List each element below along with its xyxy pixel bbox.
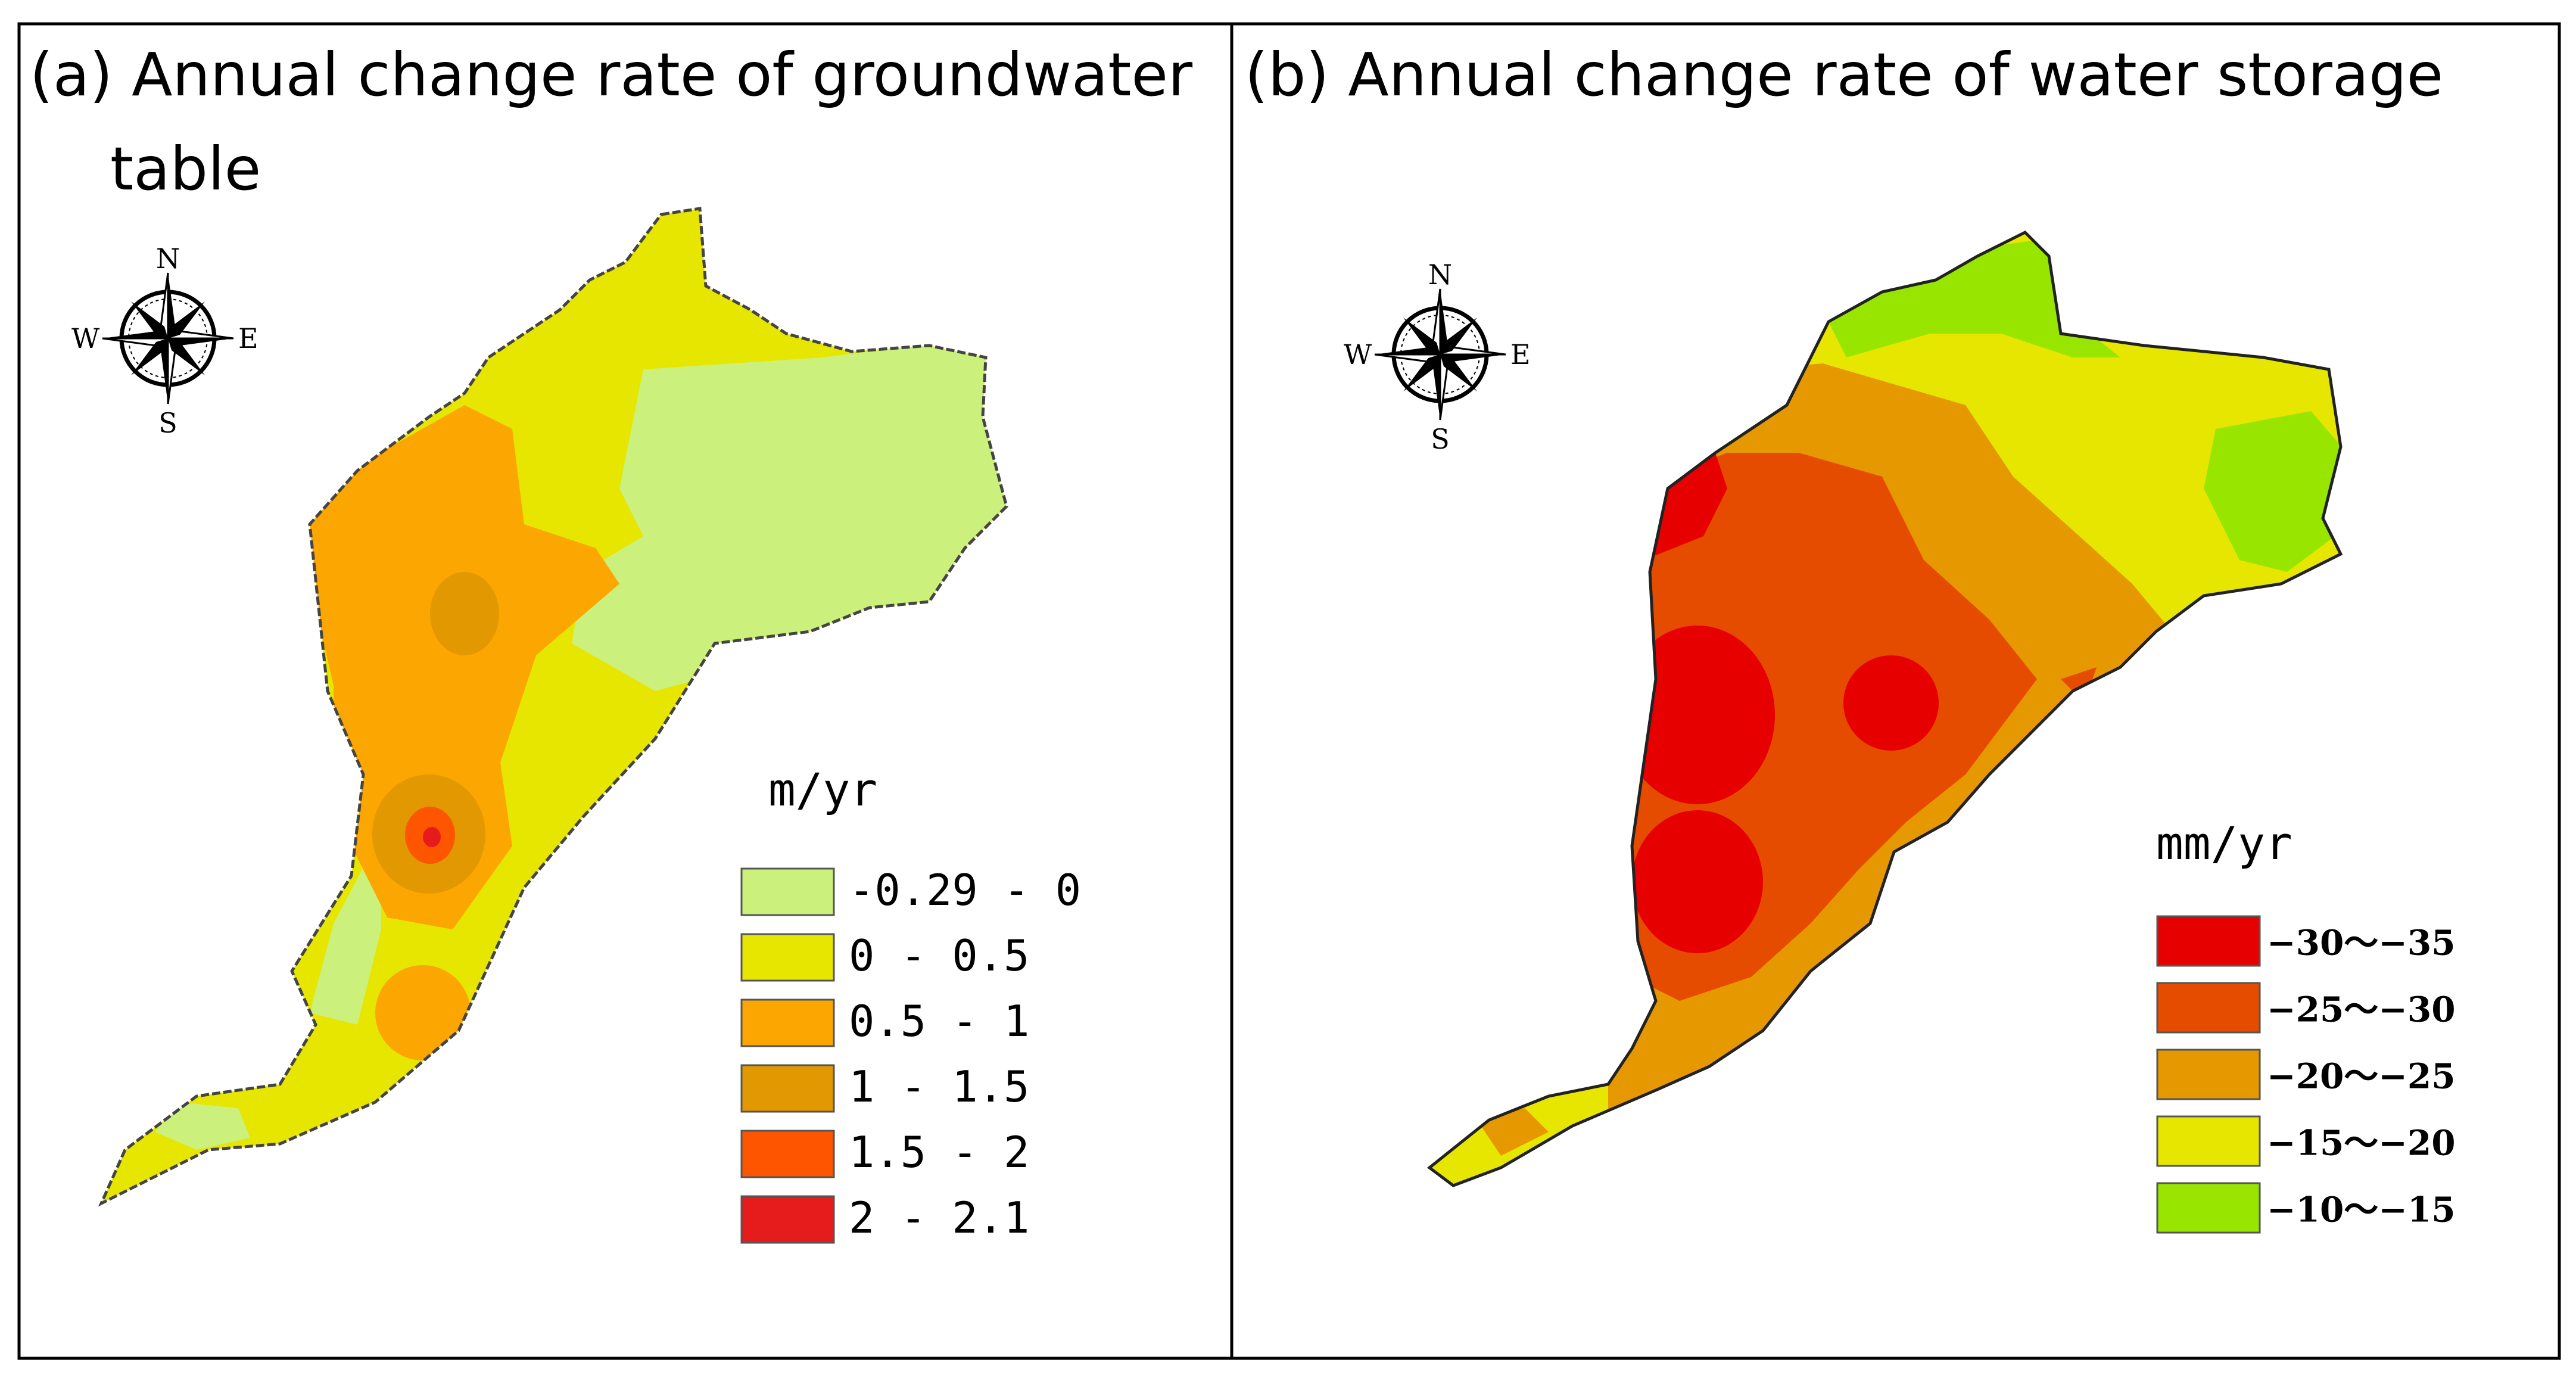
map-b-zone-max-south	[1632, 810, 1763, 953]
legend-a-label: 0 - 0.5	[849, 931, 1029, 981]
legend-b-swatch	[2156, 1049, 2261, 1100]
panel-b-title: (b) Annual change rate of water storage	[1245, 40, 2443, 110]
legend-b-swatch	[2156, 982, 2261, 1034]
panel-a-map	[101, 209, 1024, 1203]
map-a-zone-max	[423, 827, 441, 847]
map-b-zone-max-center	[1843, 655, 1939, 751]
panel-a: (a) Annual change rate of groundwater ta…	[30, 40, 1193, 1244]
map-a-zone-low-southwest	[155, 1102, 250, 1150]
legend-a-items: -0.29 - 0 0 - 0.5 0.5 - 1 1 - 1.5 1.5 - 2 2 -…	[740, 865, 1081, 1244]
legend-b-label: −25～−30	[2267, 990, 2456, 1030]
panel-b-map	[1429, 232, 2347, 1186]
map-a-zone-mid-south	[375, 965, 471, 1060]
legend-a-label: 1 - 1.5	[849, 1062, 1029, 1112]
map-a-zone-low-west	[310, 834, 381, 1025]
legend-b-label: −20～−25	[2267, 1056, 2456, 1097]
map-b-zone-mid-tip	[1477, 1108, 1549, 1156]
legend-a-swatch	[740, 933, 835, 982]
legend-a-label: 0.5 - 1	[849, 996, 1029, 1046]
map-a-zone-mid	[298, 405, 619, 929]
legend-b-label: −15～−20	[2267, 1123, 2456, 1164]
map-a-zone-low	[572, 334, 1007, 691]
legend-a-label: -0.29 - 0	[849, 865, 1081, 915]
map-b-zone-low-north	[1823, 238, 2120, 357]
legend-a-label: 2 - 2.1	[849, 1193, 1029, 1243]
compass-a-south: S	[158, 407, 177, 439]
compass-rose-b: N S E W	[1344, 259, 1531, 455]
compass-b-north: N	[1428, 259, 1452, 291]
compass-b-west: W	[1344, 338, 1372, 371]
legend-b-items: −30～−35 −25～−30 −20～−25 −15～−20 −10～−15	[2156, 915, 2456, 1234]
map-b-zone-low-east	[2204, 411, 2341, 572]
panel-a-title-line2: table	[110, 134, 261, 204]
legend-b: mm/yr −30～−35 −25～−30 −20～−25 −15～−20 −10～−1…	[2156, 817, 2456, 1234]
legend-a-swatch	[740, 867, 835, 916]
legend-b-swatch	[2156, 1115, 2261, 1167]
legend-b-swatch	[2156, 1182, 2261, 1234]
legend-a-swatch	[740, 1130, 835, 1178]
compass-b-south: S	[1431, 423, 1450, 455]
legend-b-label: −10～−15	[2267, 1190, 2456, 1230]
legend-a-unit: m/yr	[768, 763, 877, 816]
legend-b-swatch	[2156, 915, 2261, 967]
panel-a-title-line1: (a) Annual change rate of groundwater	[30, 40, 1193, 110]
legend-a-swatch	[740, 998, 835, 1047]
legend-a-swatch	[740, 1064, 835, 1113]
legend-b-label: −30～−35	[2267, 923, 2456, 963]
compass-a-north: N	[156, 242, 180, 275]
legend-a-swatch	[740, 1195, 835, 1244]
compass-b-east: E	[1510, 338, 1531, 371]
map-b-zone-max-west	[1620, 626, 1775, 804]
compass-a-west: W	[71, 322, 100, 354]
legend-a-label: 1.5 - 2	[849, 1127, 1029, 1177]
legend-a: m/yr -0.29 - 0 0 - 0.5 0.5 - 1 1 - 1.5 1.5 -…	[740, 763, 1081, 1244]
compass-rose-a: N S E W	[71, 242, 258, 439]
panel-b: (b) Annual change rate of water storage	[1245, 40, 2456, 1234]
legend-b-unit: mm/yr	[2156, 817, 2292, 870]
map-a-zone-high-north	[430, 572, 499, 655]
compass-a-east: E	[238, 322, 258, 354]
